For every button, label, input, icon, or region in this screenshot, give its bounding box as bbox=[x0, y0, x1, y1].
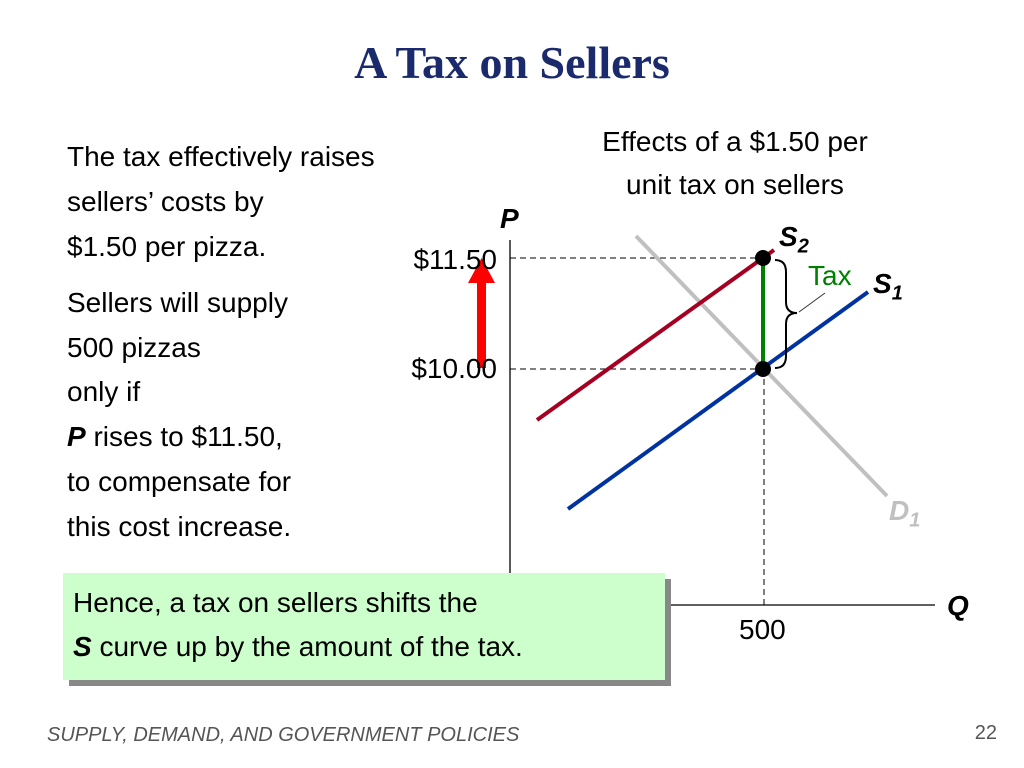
supply-curve-s2 bbox=[535, 248, 776, 422]
price-label-low: $10.00 bbox=[411, 353, 497, 384]
text-line: 500 pizzas bbox=[67, 331, 201, 363]
tax-leader-line bbox=[798, 292, 826, 313]
point-new-equilibrium bbox=[755, 250, 771, 266]
price-label-high: $11.50 bbox=[413, 244, 497, 275]
label-subscript: 2 bbox=[797, 235, 809, 258]
s2-label: S2 bbox=[779, 221, 809, 259]
text-line: Effects of a $1.50 per bbox=[602, 126, 868, 157]
text-line: unit tax on sellers bbox=[626, 169, 844, 200]
supply-condition-text: Sellers will supply 500 pizzas only if P… bbox=[67, 281, 291, 549]
text-line: Sellers will supply bbox=[67, 287, 288, 318]
text-line: $1.50 per pizza. bbox=[67, 231, 267, 262]
label-subscript: 1 bbox=[909, 509, 921, 532]
tax-explanation-text: The tax effectively raises sellers’ cost… bbox=[67, 134, 375, 269]
slide-title: A Tax on Sellers bbox=[354, 37, 670, 88]
quantity-label: 500 bbox=[739, 614, 786, 645]
text-line: this cost increase. bbox=[67, 510, 292, 542]
supply-curve-s1 bbox=[566, 290, 870, 511]
text-line: sellers’ costs by bbox=[67, 186, 264, 217]
x-axis-label: Q bbox=[947, 590, 969, 621]
supply-symbol: S bbox=[73, 631, 92, 662]
text-line: S curve up by the amount of the tax. bbox=[73, 625, 665, 669]
tax-label: Tax bbox=[808, 260, 852, 291]
footer-text: SUPPLY, DEMAND, AND GOVERNMENT POLICIES bbox=[47, 724, 520, 746]
text-fragment: curve up by the amount of the tax. bbox=[91, 631, 523, 662]
text-line: Hence, a tax on sellers shifts the bbox=[73, 587, 478, 618]
text-line: P rises to $11.50, bbox=[67, 415, 291, 460]
text-line: The tax effectively raises bbox=[67, 141, 375, 172]
price-symbol: P bbox=[67, 421, 86, 453]
effects-heading: Effects of a $1.50 per unit tax on selle… bbox=[540, 120, 930, 206]
page-number: 22 bbox=[974, 722, 997, 744]
y-axis-label: P bbox=[500, 203, 519, 234]
label-main: S bbox=[779, 221, 798, 252]
brace-icon bbox=[774, 259, 798, 369]
label-main: S bbox=[873, 268, 892, 299]
d1-label: D1 bbox=[889, 495, 920, 533]
s1-label: S1 bbox=[873, 268, 903, 306]
point-original bbox=[755, 361, 771, 377]
price-increase-arrow-icon bbox=[468, 258, 495, 368]
text-line: to compensate for bbox=[67, 465, 292, 497]
text-fragment: rises to $11.50, bbox=[85, 421, 283, 453]
summary-callout: Hence, a tax on sellers shifts the S cur… bbox=[63, 573, 665, 680]
text-line: only if bbox=[67, 376, 141, 408]
label-subscript: 1 bbox=[891, 282, 903, 305]
label-main: D bbox=[889, 495, 910, 526]
